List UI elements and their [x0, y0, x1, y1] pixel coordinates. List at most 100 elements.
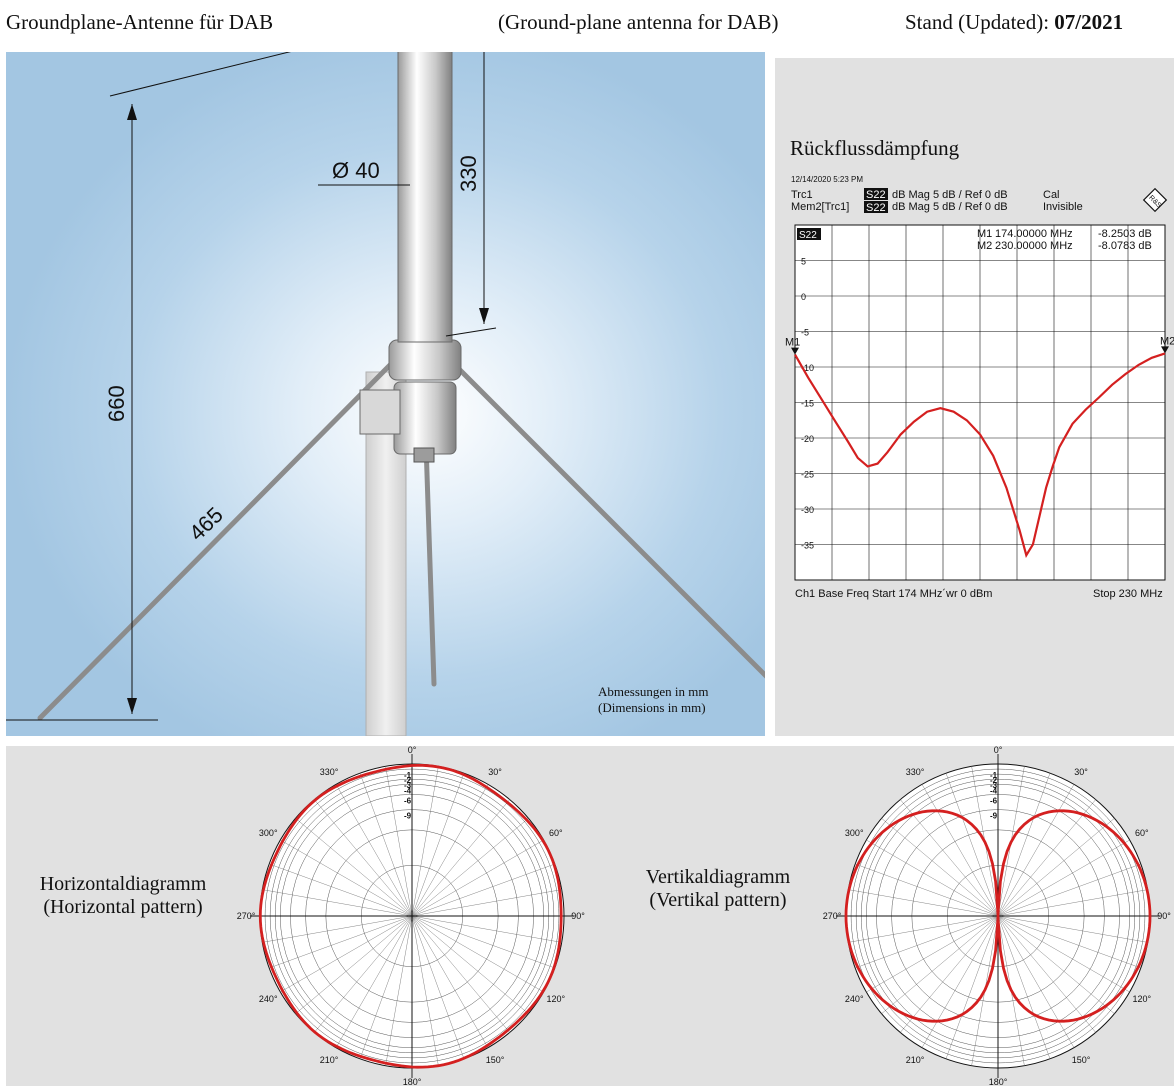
radial-front: [423, 441, 437, 687]
dimension-note-en: (Dimensions in mm): [598, 700, 706, 715]
polar-spoke: [359, 915, 413, 1059]
vna-screen: 12/14/2020 5:23 PM Trc1 Mem2[Trc1] S22 S…: [785, 175, 1174, 600]
polar-spoke: [411, 839, 544, 917]
updated-prefix: Stand (Updated):: [905, 10, 1055, 34]
vna-param-box-2: [864, 201, 888, 213]
polar-db-label: -4: [404, 786, 412, 795]
dimension-note-de: Abmessungen in mm: [598, 684, 709, 699]
polar-spoke: [411, 915, 544, 993]
polar-spoke: [900, 915, 999, 1033]
polar-angle-label: 300°: [845, 828, 864, 838]
polar-spoke: [945, 773, 999, 917]
polar-spoke: [997, 915, 1051, 1059]
polar-db-label: -6: [404, 796, 412, 805]
polar-spoke: [997, 863, 1141, 917]
dim-660-label: 660: [104, 385, 129, 422]
page-title-en: (Ground-plane antenna for DAB): [498, 10, 779, 34]
polar-db-label: -2: [990, 776, 998, 785]
polar-angle-label: 150°: [486, 1055, 505, 1065]
polar-spoke: [411, 915, 439, 1066]
polar-angle-label: 60°: [1135, 828, 1149, 838]
polar-angle-label: 30°: [488, 767, 502, 777]
antenna-photo-panel: Ø 40 330 660 465 Abmessungen in mm (Dime…: [6, 52, 765, 736]
polar-spoke: [262, 889, 413, 917]
polar-angle-label: 180°: [403, 1077, 422, 1086]
polar-spoke: [280, 915, 413, 993]
polar-angle-label: 180°: [989, 1077, 1008, 1086]
polar-db-label: -1: [404, 771, 412, 780]
vna-ytick-label: -35: [801, 541, 814, 551]
polar-angle-label: 90°: [1157, 911, 1171, 921]
vna-s22-trace: [794, 352, 1166, 558]
polar-spoke: [997, 915, 1096, 1033]
vna-marker2-freq: 230.00000 MHz: [995, 240, 1073, 252]
vertical-pattern-label: Vertikaldiagramm (Vertikal pattern): [626, 866, 810, 912]
polar-db-label: -2: [404, 776, 412, 785]
vertical-pattern-label-de: Vertikaldiagramm: [645, 866, 791, 888]
polar-angle-label: 210°: [906, 1055, 925, 1065]
vertical-pattern-chart: 0° 30° 60° 90° 120° 150° 180° 210° 240° 270° 300° 3…: [823, 746, 1172, 1086]
polar-spoke: [881, 818, 999, 917]
polar-angle-label: 60°: [549, 828, 563, 838]
polar-spoke: [411, 915, 510, 1033]
radiator-tube: [397, 52, 453, 343]
radial-left: [37, 361, 394, 721]
polar-spoke: [997, 915, 1148, 943]
vna-marker2-value: -8.0783 dB: [1098, 240, 1152, 252]
polar-spoke: [335, 915, 413, 1048]
polar-db-label: -1: [990, 771, 998, 780]
horizontal-pattern-chart: 0° 30° 60° 90° 120° 150° 180° 210° 240° 270° 300° 3…: [237, 746, 586, 1086]
dimension-labels: Ø 40 330 660 465: [104, 155, 481, 545]
polar-angle-label: 300°: [259, 828, 278, 838]
vna-marker2-triangle: [1161, 346, 1169, 354]
vna-marker2-name: M2: [977, 240, 992, 252]
vna-ytick-label: -20: [801, 434, 814, 444]
polar-spoke: [855, 863, 999, 917]
polar-db-label: -9: [404, 812, 412, 821]
polar-angle-label: 90°: [571, 911, 585, 921]
polar-spoke: [314, 915, 413, 1033]
vna-footer-right: Stop 230 MHz: [1093, 588, 1163, 600]
polar-spoke: [280, 839, 413, 917]
vna-mem2-label: Mem2[Trc1]: [791, 201, 849, 213]
polar-angle-label: 120°: [1132, 994, 1151, 1004]
polar-spoke: [921, 915, 999, 1048]
polar-angle-label: 240°: [259, 994, 278, 1004]
vna-marker1-tag: M1: [785, 337, 800, 349]
polar-angle-label: 270°: [823, 911, 842, 921]
vertical-pattern-label-en: (Vertikal pattern): [649, 889, 787, 911]
polar-spoke: [997, 915, 1130, 993]
vna-marker1-name: M1: [977, 228, 992, 240]
polar-spoke: [314, 799, 413, 917]
polar-spoke: [997, 915, 1075, 1048]
dim-330-label: 330: [456, 155, 481, 192]
polar-spoke: [335, 784, 413, 917]
connector: [413, 447, 435, 463]
vna-ytick-label: 0: [801, 292, 806, 302]
vna-param-2: S22: [866, 202, 886, 214]
polar-pattern-curve: [258, 764, 563, 1069]
vna-mem2-info: dB Mag 5 dB / Ref 0 dB: [892, 201, 1008, 213]
polar-spoke: [848, 889, 999, 917]
polar-db-label: -3: [990, 781, 998, 790]
polar-angle-label: 330°: [906, 767, 925, 777]
polar-spoke: [411, 915, 529, 1014]
polar-spoke: [411, 915, 489, 1048]
vna-marker1-triangle: [791, 347, 799, 355]
vna-trc1-info: dB Mag 5 dB / Ref 0 dB: [892, 189, 1008, 201]
vna-trc1-label: Trc1: [791, 189, 813, 201]
polar-angle-label: 240°: [845, 994, 864, 1004]
dim-330-arrow: [479, 308, 489, 324]
polar-spoke: [921, 784, 999, 917]
polar-spoke: [855, 915, 999, 969]
vna-mem2-state: Invisible: [1043, 201, 1083, 213]
updated-stamp: Stand (Updated): 07/2021: [905, 10, 1123, 35]
polar-spoke: [411, 773, 465, 917]
vna-param-box-1: [864, 188, 888, 200]
return-loss-title: Rückflussdämpfung: [790, 136, 960, 160]
vna-ytick-label: -10: [801, 363, 814, 373]
polar-angle-label: 150°: [1072, 1055, 1091, 1065]
vna-marker2-tag: M2: [1160, 335, 1174, 347]
polar-spoke: [997, 818, 1115, 917]
